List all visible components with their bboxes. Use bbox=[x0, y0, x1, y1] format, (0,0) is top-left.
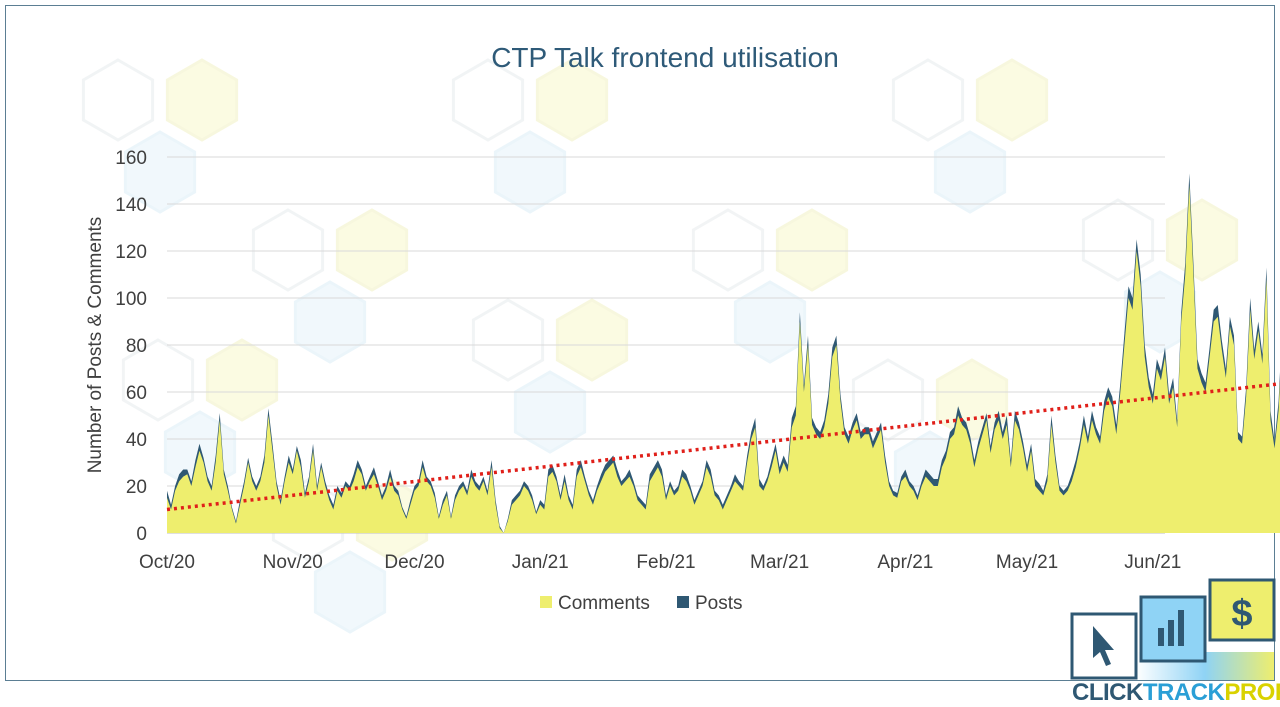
dollar-icon: $ bbox=[1231, 593, 1252, 635]
clicktrackprofit-logo: $ CLICKTRACKPROFIT bbox=[1070, 578, 1280, 706]
watermark-cluster bbox=[81, 58, 239, 214]
y-tick-label: 40 bbox=[126, 430, 147, 451]
area-series-comments bbox=[167, 185, 1280, 533]
x-tick-label: Jun/21 bbox=[1124, 552, 1181, 573]
y-tick-label: 160 bbox=[115, 148, 147, 169]
legend-label-comments: Comments bbox=[558, 593, 650, 614]
cursor-icon bbox=[1093, 626, 1114, 666]
watermark-cluster bbox=[891, 58, 1049, 214]
watermark-cluster bbox=[451, 58, 609, 214]
legend-swatch-comments bbox=[540, 596, 552, 608]
background-watermark bbox=[81, 58, 1239, 634]
y-tick-label: 20 bbox=[126, 477, 147, 498]
logo-dollar-tile: $ bbox=[1208, 578, 1276, 642]
logo-wordmark: CLICKTRACKPROFIT bbox=[1072, 679, 1280, 706]
y-tick-label: 120 bbox=[115, 242, 147, 263]
x-tick-label: May/21 bbox=[996, 552, 1058, 573]
watermark-cluster bbox=[691, 208, 849, 364]
logo-word-profit: PROFIT bbox=[1224, 679, 1280, 706]
x-tick-label: Jan/21 bbox=[512, 552, 569, 573]
x-tick-label: Mar/21 bbox=[750, 552, 809, 573]
y-tick-label: 100 bbox=[115, 289, 147, 310]
legend: Comments Posts bbox=[540, 593, 743, 614]
legend-label-posts: Posts bbox=[695, 593, 743, 614]
y-tick-label: 80 bbox=[126, 336, 147, 357]
watermark-cluster bbox=[251, 208, 409, 364]
chart-frame bbox=[5, 5, 1275, 681]
series-layer bbox=[167, 173, 1280, 533]
x-tick-label: Apr/21 bbox=[877, 552, 933, 573]
bar-chart-icon bbox=[1158, 610, 1184, 646]
logo-word-click: CLICK bbox=[1072, 679, 1144, 706]
y-axis-ticks: 0 20 40 60 80 100 120 140 160 bbox=[115, 148, 147, 545]
y-tick-label: 140 bbox=[115, 195, 147, 216]
x-tick-label: Dec/20 bbox=[384, 552, 444, 573]
logo-cursor-tile bbox=[1070, 612, 1138, 680]
y-tick-label: 0 bbox=[136, 524, 147, 545]
x-axis-ticks: Oct/20 Nov/20 Dec/20 Jan/21 Feb/21 Mar/21 Apr/… bbox=[139, 552, 1181, 573]
x-tick-label: Nov/20 bbox=[263, 552, 323, 573]
x-tick-label: Feb/21 bbox=[636, 552, 695, 573]
logo-chart-tile bbox=[1139, 595, 1207, 663]
watermark-cluster bbox=[471, 298, 629, 454]
y-axis-label: Number of Posts & Comments bbox=[85, 217, 106, 474]
y-tick-label: 60 bbox=[126, 383, 147, 404]
chart-title: CTP Talk frontend utilisation bbox=[491, 42, 839, 73]
logo-word-track: TRACK bbox=[1143, 679, 1226, 706]
trendline bbox=[166, 381, 1280, 512]
x-tick-label: Oct/20 bbox=[139, 552, 195, 573]
legend-swatch-posts bbox=[677, 596, 689, 608]
